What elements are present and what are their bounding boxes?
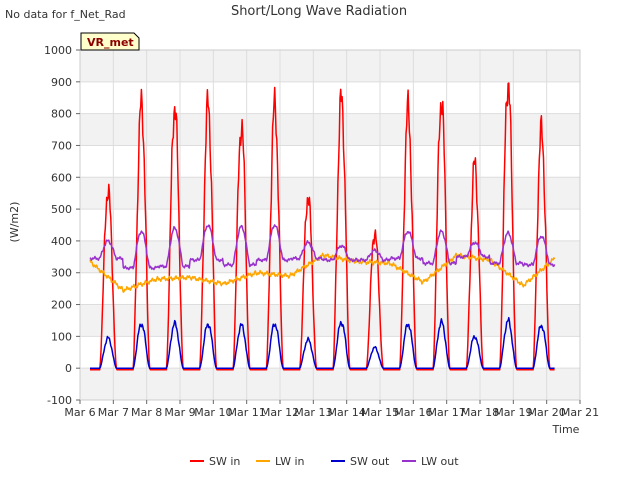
y-tick-label: 800: [51, 108, 72, 121]
legend-label: LW out: [421, 455, 459, 468]
x-tick-label: Mar 18: [461, 406, 499, 419]
no-data-label: No data for f_Net_Rad: [5, 8, 126, 21]
y-tick-label: 100: [51, 330, 72, 343]
x-tick-label: Mar 12: [261, 406, 299, 419]
y-tick-label: 700: [51, 139, 72, 152]
grid-band: [80, 304, 580, 337]
series-line-sw-in: [89, 82, 555, 371]
x-tick-label: Mar 19: [494, 406, 532, 419]
grid-band: [80, 50, 580, 82]
x-tick-label: Mar 15: [361, 406, 399, 419]
x-tick-label: Mar 8: [131, 406, 162, 419]
x-tick-label: Mar 17: [428, 406, 466, 419]
x-tick-label: Mar 7: [98, 406, 129, 419]
legend-label: SW out: [350, 455, 390, 468]
x-tick-label: Mar 13: [294, 406, 332, 419]
x-tick-label: Mar 20: [528, 406, 566, 419]
y-tick-label: -100: [47, 394, 72, 407]
x-tick-label: Mar 21: [561, 406, 599, 419]
x-tick-label: Mar 11: [228, 406, 266, 419]
grid-band: [80, 177, 580, 210]
chart-title: Short/Long Wave Radiation: [231, 4, 407, 19]
series-line-lw-out: [89, 224, 556, 271]
y-tick-label: 300: [51, 267, 72, 280]
y-tick-label: 900: [51, 76, 72, 89]
legend-label: LW in: [275, 455, 305, 468]
y-tick-label: 400: [51, 235, 72, 248]
y-tick-label: 500: [51, 203, 72, 216]
legend-label: SW in: [209, 455, 240, 468]
x-axis-label: Time: [552, 423, 580, 436]
plot-area: -100 0 100 200 300 400 500 600 700 800 900 1000 Mar…: [44, 44, 599, 419]
y-tick-label: 600: [51, 171, 72, 184]
x-tick-label: Mar 6: [64, 406, 95, 419]
y-tick-label: 0: [65, 362, 72, 375]
x-tick-label: Mar 10: [194, 406, 232, 419]
vr-met-badge-label: VR_met: [87, 36, 134, 49]
y-axis-label: (W/m2): [8, 202, 21, 243]
x-tick-label: Mar 16: [394, 406, 432, 419]
grid-band: [80, 368, 580, 400]
grid-band: [80, 113, 580, 146]
series-line-lw-in: [89, 252, 556, 293]
vr-met-badge: VR_met: [80, 32, 140, 51]
y-tick-label: 200: [51, 299, 72, 312]
series-line-sw-out: [89, 316, 555, 369]
x-tick-label: Mar 14: [328, 406, 366, 419]
y-tick-label: 1000: [44, 44, 72, 57]
x-tick-label: Mar 9: [164, 406, 195, 419]
legend: SW in LW in SW out LW out: [190, 455, 459, 468]
